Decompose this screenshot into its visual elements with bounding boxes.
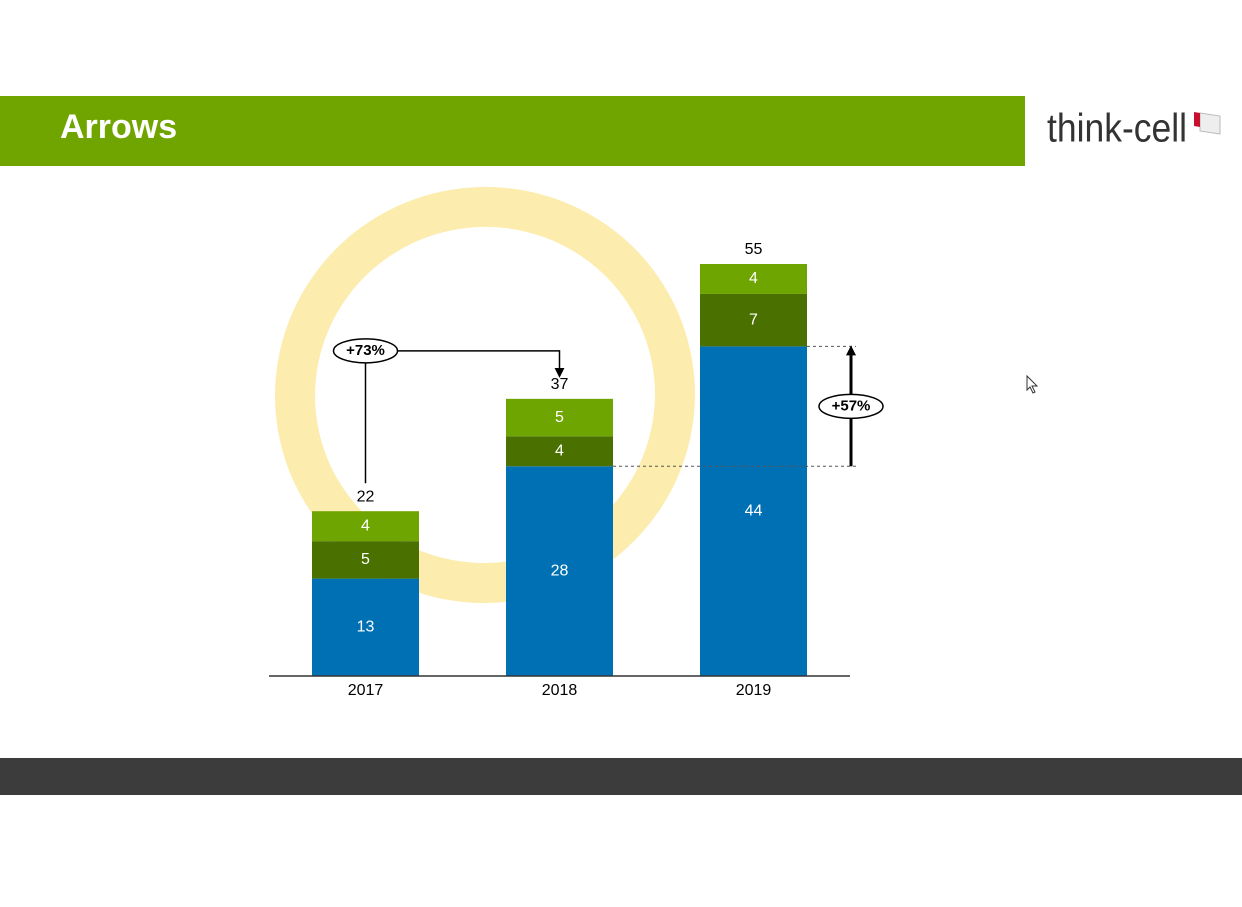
x-tick-label: 2018 [542, 682, 578, 699]
segment-label: 5 [555, 409, 564, 426]
cursor [1026, 374, 1039, 394]
annotation-label: +73% [346, 342, 385, 359]
slide-title: Arrows [60, 108, 177, 146]
segment-label: 28 [551, 562, 569, 579]
bar-segment [312, 578, 419, 676]
logo-icon [1194, 112, 1221, 135]
chart: 13 5 4 22 2017 28 4 5 37 2018 44 7 4 55 2019 +73% +57% [269, 241, 884, 699]
bar-segment [506, 436, 613, 467]
segment-label: 44 [745, 502, 763, 519]
segment-label: 4 [555, 442, 564, 459]
bar-segment [700, 346, 807, 676]
connector-arrow [364, 350, 565, 484]
header-bar [0, 96, 1025, 166]
segment-label: 5 [361, 551, 370, 568]
segment-label: 13 [357, 619, 375, 636]
segment-label: 7 [749, 311, 758, 328]
segment-label: 4 [361, 517, 370, 534]
x-tick-label: 2017 [348, 682, 384, 699]
bar-segment [506, 466, 613, 676]
annotation-label: +57% [832, 397, 871, 414]
segment-label: 4 [749, 270, 758, 287]
bar-segment [700, 293, 807, 347]
footer-bar [0, 758, 1242, 795]
bar-segment [700, 264, 807, 294]
logo: think-cell [1047, 107, 1187, 151]
x-tick-label: 2019 [736, 682, 772, 699]
annotation-bubble [818, 393, 884, 420]
annotation-bubble [332, 338, 399, 364]
total-label: 22 [357, 488, 375, 505]
total-label: 55 [745, 241, 763, 258]
bar-segment [506, 398, 613, 437]
total-label: 37 [551, 376, 569, 393]
bar-segment [312, 511, 419, 542]
bar-segment [312, 541, 419, 579]
